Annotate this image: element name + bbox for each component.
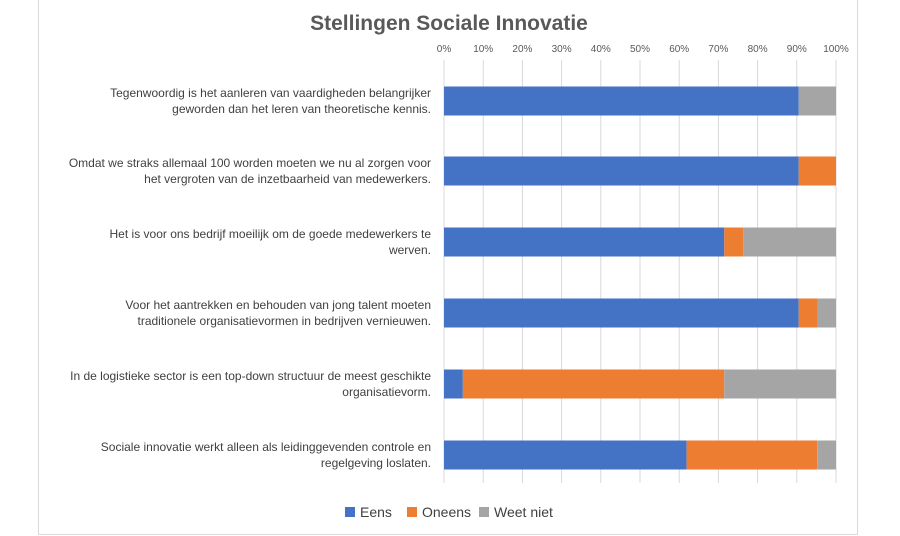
category-label: Tegenwoordig is het aanleren van vaardig… [110, 86, 431, 116]
category-label-line: Tegenwoordig is het aanleren van vaardig… [110, 86, 431, 100]
x-tick-label: 80% [748, 44, 768, 55]
category-label-line: Omdat we straks allemaal 100 worden moet… [69, 156, 431, 170]
gridlines [443, 60, 837, 483]
bar-segment-oneens [798, 156, 836, 186]
bar-segment-weet-niet [817, 298, 836, 328]
bar-segment-eens [444, 369, 463, 399]
stacked-bar-chart: Stellingen Sociale Innovatie 0% 10% 20% 30%… [69, 12, 849, 520]
bar-segment-weet-niet [817, 440, 836, 470]
bar-segment-oneens [686, 440, 818, 470]
bar-segment-oneens [462, 369, 725, 399]
category-label: Omdat we straks allemaal 100 worden moet… [69, 156, 431, 186]
legend-label: Eens [360, 504, 392, 520]
bar-segment-eens [444, 298, 799, 328]
category-label-line: het vergroten van de inzetbaarheid van m… [144, 172, 431, 186]
x-tick-label: 0% [437, 44, 452, 55]
legend-label: Oneens [422, 504, 471, 520]
legend-swatch [479, 507, 489, 517]
bar-segment-eens [444, 440, 687, 470]
bar-segment-weet-niet [724, 369, 836, 399]
legend-label: Weet niet [494, 504, 553, 520]
x-tick-label: 50% [630, 44, 650, 55]
category-label-line: organisatievorm. [342, 385, 431, 399]
x-tick-label: 60% [669, 44, 689, 55]
category-label: Sociale innovatie werkt alleen als leidi… [101, 440, 431, 470]
bars [444, 86, 836, 470]
x-tick-label: 90% [787, 44, 807, 55]
category-label-line: traditionele organisatievormen in bedrij… [137, 314, 431, 328]
bar-segment-oneens [724, 227, 744, 257]
category-label-line: Sociale innovatie werkt alleen als leidi… [101, 440, 431, 454]
x-tick-label: 20% [512, 44, 532, 55]
bar-segment-oneens [798, 298, 818, 328]
bar-segment-eens [444, 156, 799, 186]
category-label-line: Het is voor ons bedrijf moeilijk om de g… [110, 227, 432, 241]
x-tick-label: 30% [552, 44, 572, 55]
chart-frame: Stellingen Sociale Innovatie 0% 10% 20% 30%… [38, 0, 858, 535]
category-label: In de logistieke sector is een top-down … [70, 369, 431, 399]
category-label-line: In de logistieke sector is een top-down … [70, 369, 431, 383]
x-tick-label: 70% [708, 44, 728, 55]
category-label-line: regelgeving loslaten. [321, 456, 431, 470]
legend-swatch [407, 507, 417, 517]
legend: Eens Oneens Weet niet [345, 504, 553, 520]
x-tick-label: 40% [591, 44, 611, 55]
bar-segment-eens [444, 227, 725, 257]
bar-segment-eens [444, 86, 799, 116]
x-tick-label: 100% [823, 44, 849, 55]
x-axis-tick-labels: 0% 10% 20% 30% 40% 50% 60% 70% 80% 90% 100% [437, 44, 849, 55]
category-label-line: geworden dan het leren van theoretische … [172, 102, 431, 116]
category-label: Voor het aantrekken en behouden van jong… [125, 298, 431, 328]
category-label-line: werven. [388, 243, 431, 257]
x-tick-label: 10% [473, 44, 493, 55]
legend-swatch [345, 507, 355, 517]
category-label: Het is voor ons bedrijf moeilijk om de g… [110, 227, 432, 257]
bar-segment-weet-niet [798, 86, 836, 116]
chart-title: Stellingen Sociale Innovatie [310, 12, 588, 35]
category-labels: Tegenwoordig is het aanleren van vaardig… [69, 86, 432, 470]
category-label-line: Voor het aantrekken en behouden van jong… [125, 298, 431, 312]
bar-segment-weet-niet [743, 227, 836, 257]
